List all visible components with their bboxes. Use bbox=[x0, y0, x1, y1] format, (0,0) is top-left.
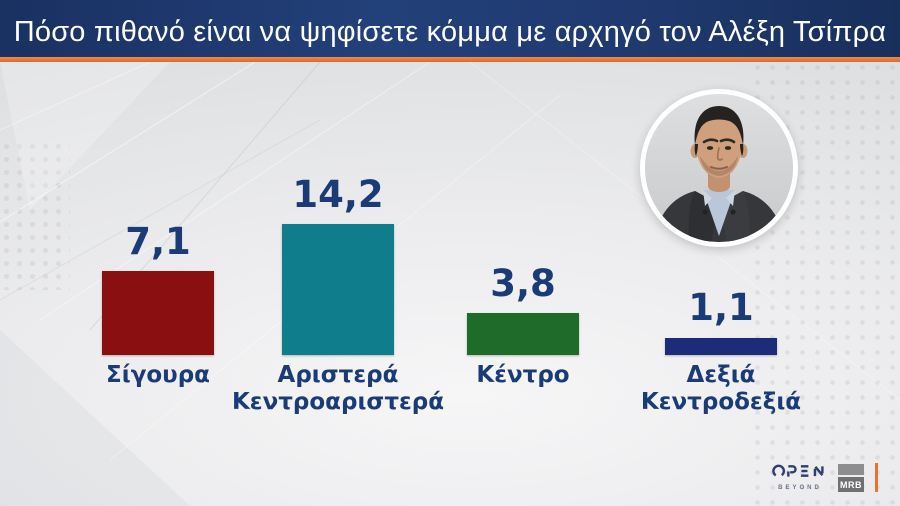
bar-value-label: 7,1 bbox=[125, 220, 191, 263]
bar-category-label: Σίγουρα bbox=[46, 362, 270, 389]
orange-bug-divider bbox=[875, 463, 878, 492]
mrb-logo-bar bbox=[838, 464, 864, 475]
bar-sigoura bbox=[102, 271, 214, 355]
mrb-logo: MRB bbox=[838, 464, 864, 492]
orange-accent-stripe bbox=[0, 57, 900, 62]
bar-value-label: 3,8 bbox=[490, 262, 556, 305]
category-line-1: Σίγουρα bbox=[106, 362, 210, 388]
bar-value-label: 1,1 bbox=[688, 286, 754, 329]
page-title: Πόσο πιθανό είναι να ψηφίσετε κόμμα με α… bbox=[13, 16, 887, 48]
bar-value-label: 14,2 bbox=[292, 173, 384, 216]
bar-group-kentro: 3,8 Κέντρο bbox=[411, 0, 635, 506]
bar-group-dexia: 1,1 Δεξιά Κεντροδεξιά bbox=[609, 0, 833, 506]
bar-aristera bbox=[282, 224, 394, 355]
bar-category-label: Δεξιά Κεντροδεξιά bbox=[609, 362, 833, 416]
bar-category-label: Κέντρο bbox=[411, 362, 635, 389]
open-logo-subtext: BEYOND bbox=[778, 485, 822, 491]
title-bar: Πόσο πιθανό είναι να ψηφίσετε κόμμα με α… bbox=[0, 0, 900, 57]
portrait-alexis-tsipras bbox=[640, 89, 798, 247]
bar-dexia bbox=[665, 338, 777, 355]
category-line-1: Κέντρο bbox=[476, 362, 570, 388]
category-line-1: Δεξιά bbox=[686, 362, 756, 388]
portrait-illustration bbox=[645, 94, 793, 242]
bar-group-sigoura: 7,1 Σίγουρα bbox=[46, 0, 270, 506]
bar-group-aristera: 14,2 Αριστερά Κεντροαριστερά bbox=[226, 0, 450, 506]
open-logo-glyphs bbox=[772, 464, 824, 477]
mrb-logo-text: MRB bbox=[838, 477, 864, 492]
category-line-2: Κεντροαριστερά bbox=[231, 389, 445, 415]
category-line-2: Κεντροδεξιά bbox=[640, 389, 802, 415]
category-line-1: Αριστερά bbox=[277, 362, 399, 388]
bar-kentro bbox=[467, 313, 579, 355]
bar-category-label: Αριστερά Κεντροαριστερά bbox=[226, 362, 450, 416]
open-tv-logo: BEYOND bbox=[771, 463, 829, 491]
